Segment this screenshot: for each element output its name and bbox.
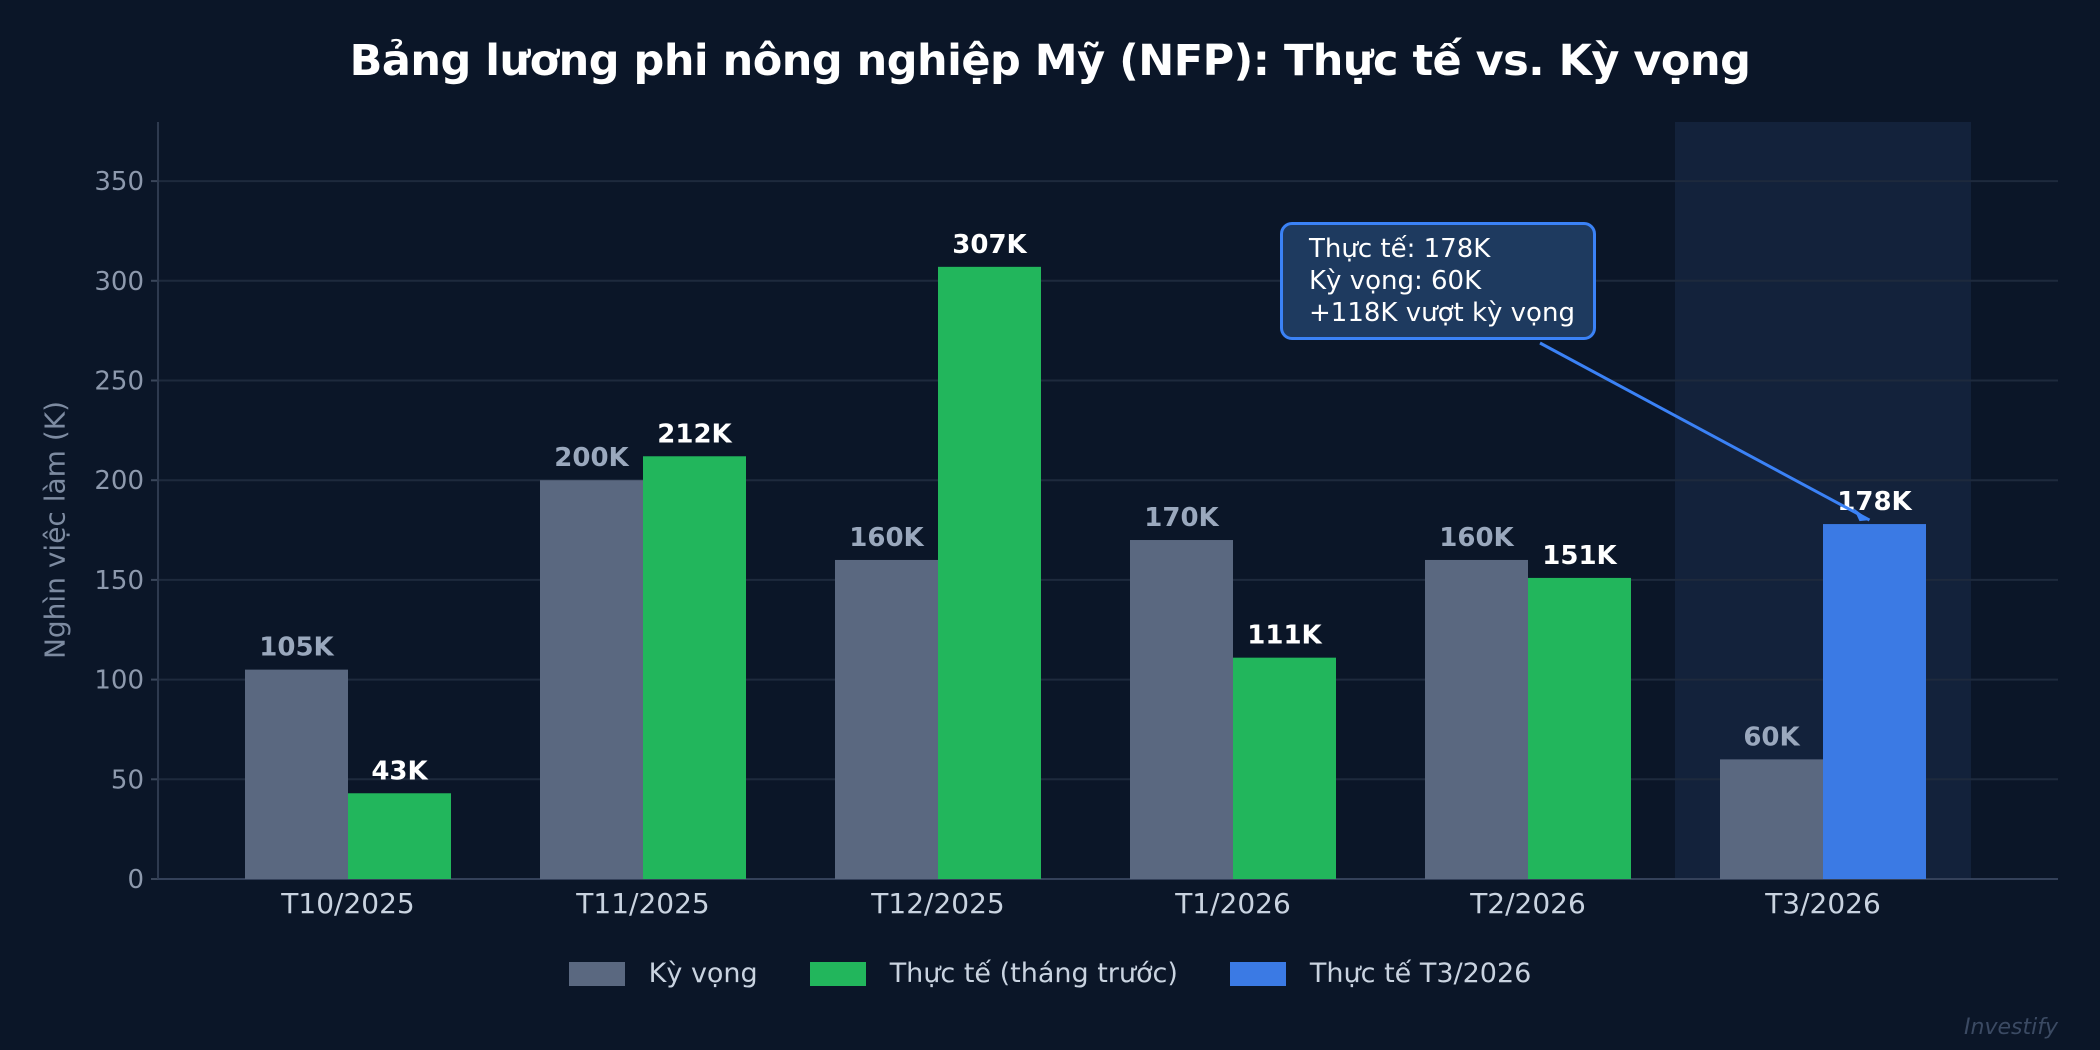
bar-label-expected: 200K	[554, 443, 629, 473]
annotation-arrow	[1539, 341, 1871, 522]
y-axis-label: Nghìn việc làm (K)	[38, 400, 72, 660]
bar-expected	[835, 559, 938, 879]
x-tick-label: T10/2025	[280, 887, 414, 920]
annotation-callout: Thực tế: 178K Kỳ vọng: 60K +118K vượt kỳ…	[1280, 222, 1596, 340]
bar-label-expected: 60K	[1743, 722, 1800, 752]
bar-label-actual: 178K	[1837, 487, 1912, 517]
x-tick-label: T11/2025	[575, 887, 709, 920]
callout-actual: Thực tế: 178K	[1309, 234, 1491, 264]
bar-expected	[1720, 759, 1823, 879]
callout-difference: +118K vượt kỳ vọng	[1309, 298, 1575, 328]
y-tick-label: 300	[94, 267, 144, 297]
legend-label-expected: Kỳ vọng	[648, 958, 758, 989]
bar-expected	[1130, 540, 1233, 879]
y-tick-label: 100	[94, 666, 144, 696]
legend-swatch-expected	[568, 961, 625, 986]
arrow-head-icon	[1853, 508, 1870, 522]
y-tick-label: 250	[94, 367, 144, 397]
x-tick-label: T2/2026	[1469, 887, 1586, 920]
legend-item-highlight: Thực tế T3/2026	[1229, 958, 1532, 989]
bar-expected	[245, 669, 348, 879]
bar-actual	[643, 456, 746, 879]
bar-label-actual: 151K	[1542, 541, 1617, 571]
bar-label-actual: 212K	[657, 419, 732, 449]
bar-actual	[348, 793, 451, 879]
y-tick-label: 200	[94, 466, 144, 496]
legend-item-expected: Kỳ vọng	[568, 958, 758, 989]
legend-label-highlight: Thực tế T3/2026	[1309, 958, 1532, 989]
legend-item-actual: Thực tế (tháng trước)	[809, 958, 1178, 989]
x-tick-label: T1/2026	[1174, 887, 1291, 920]
bar-label-actual: 43K	[371, 756, 428, 786]
bar-label-expected: 160K	[849, 523, 924, 553]
bar-expected	[1425, 559, 1528, 879]
x-tick-label: T3/2026	[1764, 887, 1881, 920]
chart-title: Bảng lương phi nông nghiệp Mỹ (NFP): Thự…	[349, 36, 1751, 86]
legend-label-actual: Thực tế (tháng trước)	[889, 958, 1178, 989]
legend: Kỳ vọng Thực tế (tháng trước) Thực tế T3…	[0, 958, 2100, 989]
legend-swatch-highlight	[1229, 961, 1286, 986]
watermark: Investify	[1964, 1015, 2058, 1040]
legend-swatch-actual	[809, 961, 866, 986]
bar-actual	[1528, 577, 1631, 879]
bar-actual-highlight	[1823, 524, 1926, 879]
y-tick-label: 0	[127, 865, 144, 895]
bar-label-expected: 160K	[1439, 523, 1514, 553]
bar-label-actual: 111K	[1247, 621, 1322, 651]
x-tick-label: T12/2025	[870, 887, 1004, 920]
bar-actual	[1233, 657, 1336, 879]
y-tick-label: 50	[111, 765, 144, 795]
y-tick-label: 150	[94, 566, 144, 596]
y-tick-label: 350	[94, 167, 144, 197]
bar-label-actual: 307K	[952, 230, 1027, 260]
callout-expected: Kỳ vọng: 60K	[1309, 266, 1482, 296]
bar-label-expected: 170K	[1144, 503, 1219, 533]
bar-expected	[540, 480, 643, 879]
bar-actual	[938, 266, 1041, 879]
bar-label-expected: 105K	[259, 633, 334, 663]
